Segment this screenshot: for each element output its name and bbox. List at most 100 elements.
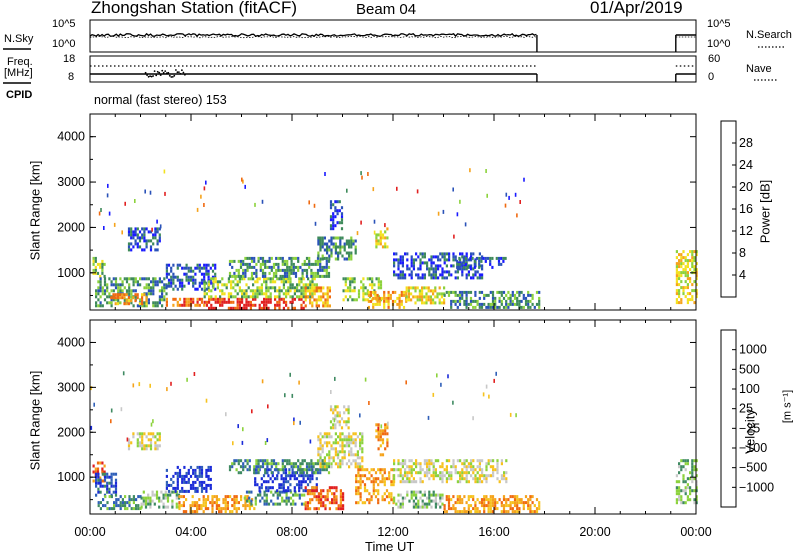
- heatmap-cell: [340, 218, 344, 222]
- heatmap-cell: [385, 299, 388, 303]
- heatmap-cell: [406, 490, 409, 494]
- heatmap-cell: [192, 281, 195, 285]
- heatmap-cell: [204, 501, 207, 505]
- heatmap-cell: [686, 259, 689, 263]
- heatmap-cell: [95, 292, 98, 296]
- heatmap-cell: [341, 444, 344, 448]
- heatmap-cell: [326, 453, 329, 457]
- heatmap-cell: [423, 474, 426, 478]
- heatmap-cell: [321, 265, 324, 269]
- heatmap-cell: [518, 501, 521, 505]
- heatmap-cell: [418, 292, 421, 296]
- heatmap-cell: [248, 465, 251, 469]
- heatmap-cell: [412, 267, 415, 271]
- heatmap-cell: [489, 305, 492, 309]
- heatmap-cell: [485, 474, 488, 478]
- heatmap-cell: [286, 262, 289, 266]
- heatmap-cell: [142, 502, 145, 506]
- heatmap-cell: [319, 274, 322, 278]
- heatmap-cell: [196, 287, 199, 291]
- heatmap-cell: [416, 298, 419, 302]
- heatmap-cell: [443, 286, 446, 290]
- heatmap-cell: [278, 289, 281, 293]
- heatmap-cell: [270, 265, 273, 269]
- heatmap-cell: [193, 510, 196, 514]
- heatmap-cell: [682, 262, 685, 266]
- heatmap-cell: [319, 262, 322, 266]
- heatmap-cell: [287, 277, 290, 281]
- heatmap-cell: [511, 501, 514, 505]
- heatmap-cell: [520, 305, 523, 309]
- heatmap-cell: [132, 495, 135, 499]
- heatmap-cell: [320, 498, 323, 502]
- heatmap-cell: [442, 209, 445, 214]
- heatmap-cell: [121, 280, 124, 284]
- heatmap-cell: [450, 471, 453, 475]
- heatmap-cell: [161, 304, 164, 308]
- heatmap-cell: [328, 295, 331, 299]
- heatmap-cell: [139, 304, 142, 308]
- heatmap-cell: [682, 289, 685, 293]
- heatmap-cell: [520, 290, 523, 294]
- heatmap-cell: [288, 274, 291, 278]
- heatmap-cell: [447, 501, 451, 505]
- heatmap-cell: [233, 259, 236, 263]
- heatmap-cell: [353, 277, 356, 281]
- heatmap-cell: [169, 493, 172, 497]
- heatmap-cell: [276, 289, 279, 293]
- heatmap-cell: [280, 280, 283, 284]
- heatmap-cell: [132, 236, 135, 240]
- heatmap-cell: [101, 265, 104, 269]
- heatmap-cell: [181, 489, 184, 493]
- heatmap-cell: [445, 480, 448, 484]
- heatmap-cell: [430, 474, 433, 478]
- heatmap-cell: [474, 299, 477, 303]
- heatmap-cell: [489, 495, 492, 499]
- heatmap-cell: [427, 298, 430, 302]
- heatmap-cell: [354, 444, 357, 448]
- heatmap-cell: [311, 489, 314, 493]
- heatmap-cell: [352, 242, 355, 246]
- heatmap-cell: [212, 286, 215, 290]
- heatmap-cell: [423, 490, 426, 494]
- y-tick-label: 1000: [57, 266, 85, 280]
- heatmap-cell: [412, 468, 415, 472]
- heatmap-cell: [254, 280, 257, 284]
- heatmap-cell: [292, 502, 295, 506]
- heatmap-cell: [335, 507, 338, 511]
- heatmap-cell: [484, 256, 487, 260]
- heatmap-cell: [101, 467, 104, 471]
- heatmap-cell: [315, 483, 318, 487]
- heatmap-cell: [261, 496, 264, 500]
- heatmap-cell: [211, 495, 214, 499]
- heatmap-cell: [388, 477, 391, 481]
- heatmap-cell: [531, 501, 534, 505]
- heatmap-cell: [682, 268, 685, 272]
- heatmap-cell: [274, 289, 277, 293]
- heatmap-cell: [156, 248, 159, 252]
- heatmap-cell: [456, 270, 459, 274]
- heatmap-cell: [450, 474, 453, 478]
- heatmap-cell: [675, 489, 678, 493]
- heatmap-cell: [110, 472, 113, 476]
- heatmap-cell: [167, 263, 171, 267]
- heatmap-cell: [445, 459, 448, 463]
- heatmap-cell: [445, 258, 448, 262]
- heatmap-cell: [270, 499, 273, 503]
- heatmap-cell: [189, 465, 193, 469]
- heatmap-cell: [304, 504, 307, 508]
- heatmap-cell: [114, 286, 118, 290]
- heatmap-cell: [401, 474, 404, 478]
- heatmap-cell: [99, 461, 102, 465]
- heatmap-cell: [117, 504, 120, 508]
- heatmap-cell: [675, 298, 678, 302]
- heatmap-cell: [161, 286, 164, 290]
- heatmap-cell: [372, 477, 375, 481]
- heatmap-cell: [367, 305, 370, 309]
- heatmap-cell: [522, 501, 525, 505]
- heatmap-cell: [289, 277, 292, 281]
- heatmap-cell: [312, 465, 315, 469]
- heatmap-cell: [103, 274, 106, 278]
- heatmap-cell: [483, 296, 486, 300]
- heatmap-cell: [282, 480, 285, 484]
